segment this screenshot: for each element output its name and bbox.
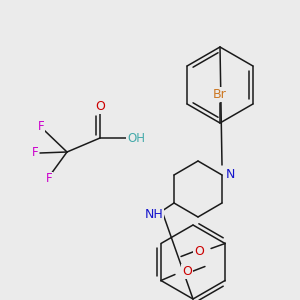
- Text: O: O: [182, 265, 192, 278]
- Text: N: N: [225, 169, 235, 182]
- Text: F: F: [46, 172, 52, 185]
- Text: F: F: [38, 119, 44, 133]
- Text: O: O: [194, 245, 204, 258]
- Text: NH: NH: [145, 208, 164, 221]
- Text: OH: OH: [127, 131, 145, 145]
- Text: F: F: [32, 146, 38, 160]
- Text: Br: Br: [213, 88, 227, 100]
- Text: O: O: [95, 100, 105, 112]
